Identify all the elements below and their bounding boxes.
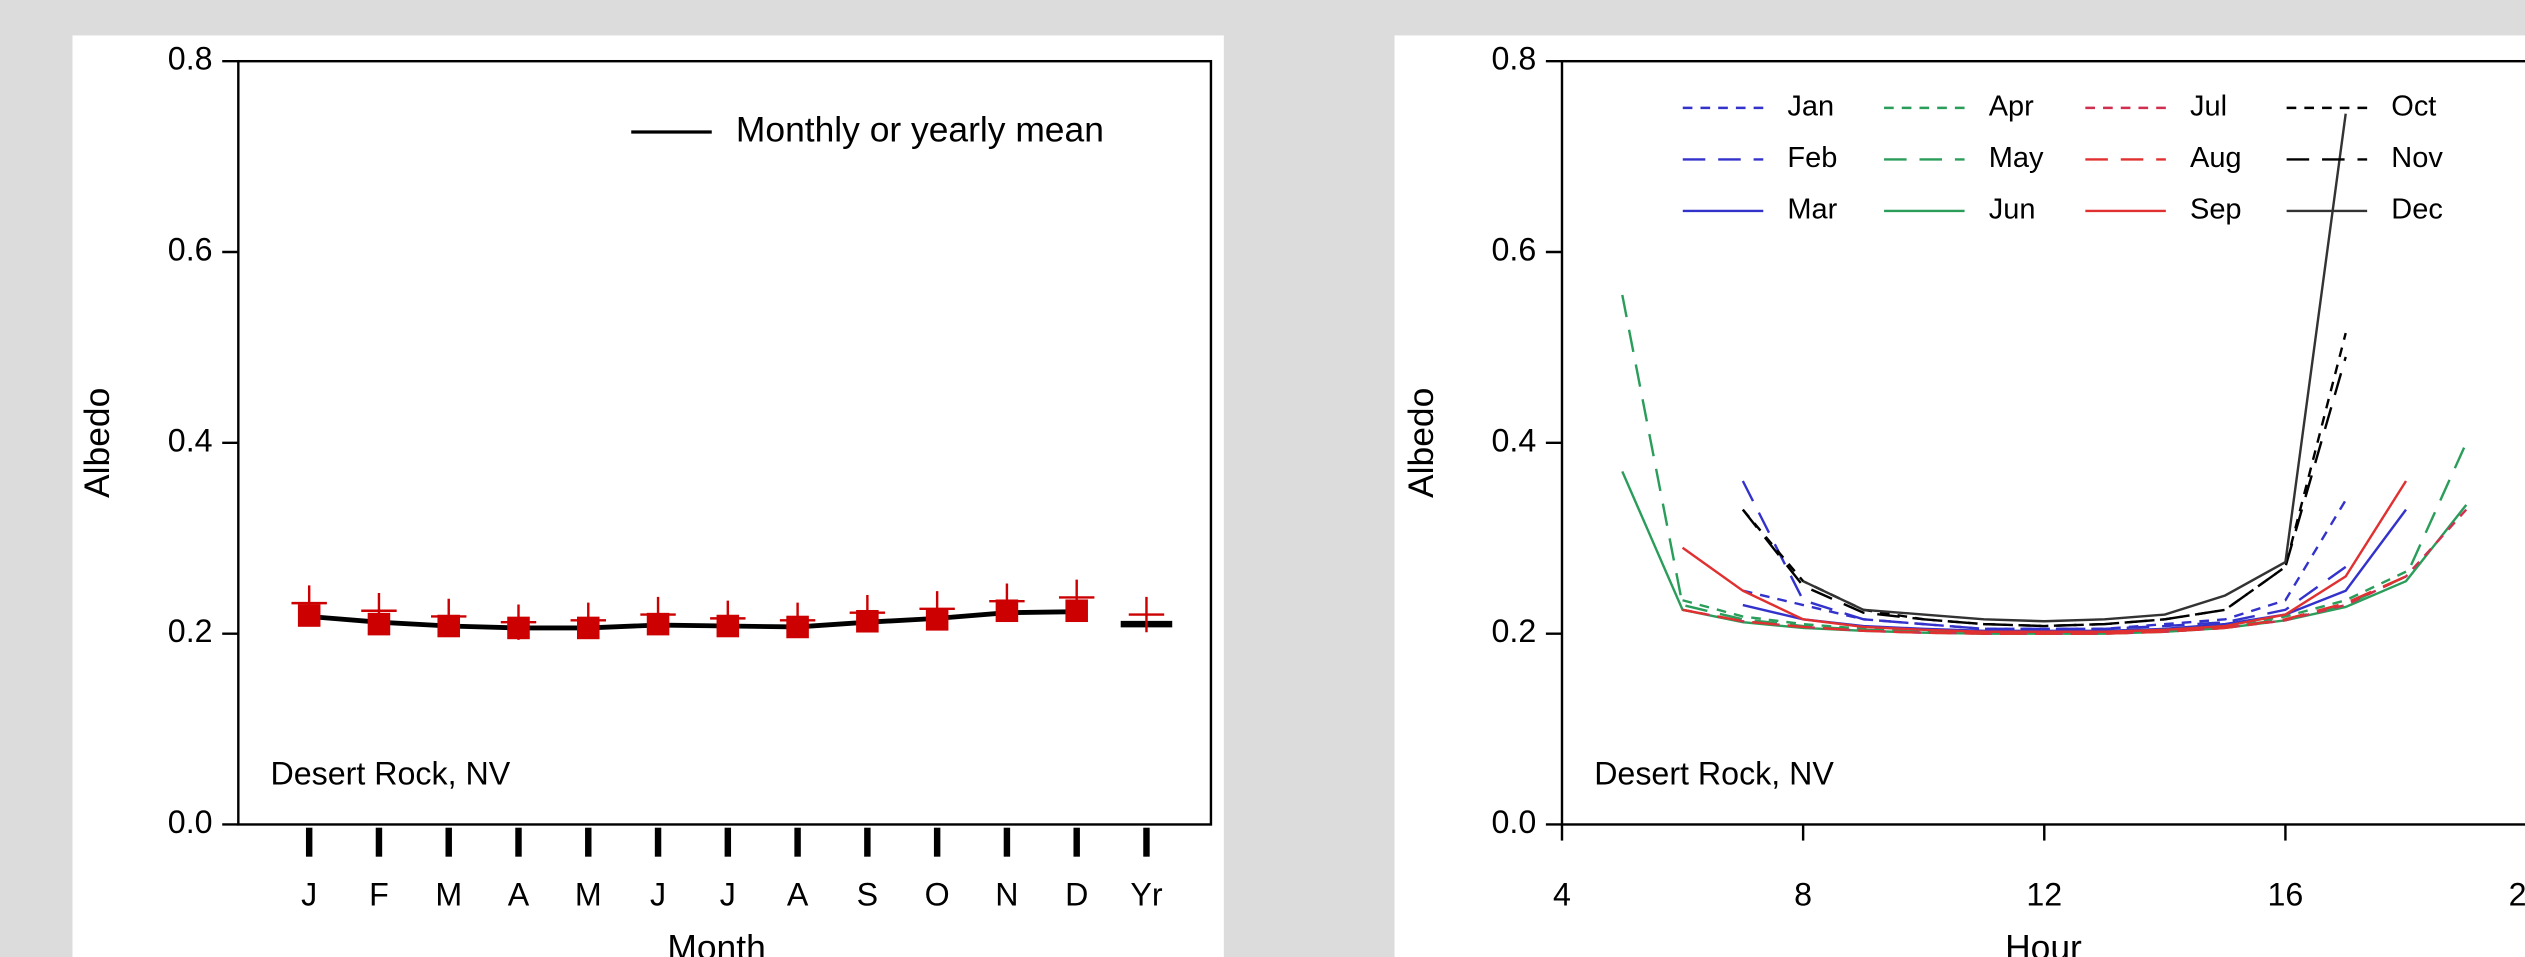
x-tick-label: N <box>995 876 1018 912</box>
series-line <box>1741 332 2347 628</box>
plus-marker <box>849 594 886 631</box>
legend-label: Monthly or yearly mean <box>736 109 1104 149</box>
x-tick-label: M <box>435 876 462 912</box>
plus-marker <box>989 583 1025 619</box>
series-line <box>1682 570 2407 633</box>
x-tick-label: 20 <box>2509 876 2525 912</box>
x-tick-label: J <box>301 876 317 912</box>
series-line <box>1741 356 2347 628</box>
y-axis-title: Albedo <box>1401 388 1441 498</box>
y-tick-label: 0.2 <box>1491 613 1536 649</box>
plus-marker <box>361 593 397 629</box>
plus-marker <box>1128 596 1165 633</box>
plus-marker <box>431 598 467 635</box>
legend-label: May <box>1989 142 2044 174</box>
x-tick-label: A <box>787 876 809 912</box>
legend-label: Feb <box>1787 142 1837 174</box>
series-line <box>1742 499 2347 631</box>
series-line <box>308 609 1077 631</box>
series-line <box>1741 480 2347 631</box>
legend-label: Mar <box>1787 194 1837 226</box>
plus-marker <box>500 604 537 640</box>
legend-label: Oct <box>2391 91 2436 123</box>
annotation: Desert Rock, NV <box>1594 756 1834 792</box>
y-tick-label: 0.2 <box>168 613 213 649</box>
panel <box>1394 35 2525 957</box>
y-tick-label: 0.8 <box>1491 41 1536 77</box>
series-line <box>1681 480 2408 633</box>
canvas: 0.0 0.2 0.4 0.6 0.8 J F M A M J J A S O N D Yr Month Albedo… <box>72 35 2525 957</box>
x-tick-label: M <box>575 876 602 912</box>
y-tick-label: 0.8 <box>168 41 213 77</box>
legend-label: Jul <box>2190 91 2227 123</box>
y-axis-title: Albedo <box>77 388 117 498</box>
legend-label: Dec <box>2391 194 2443 226</box>
y-tick-label: 0.4 <box>168 422 213 458</box>
x-tick-label: D <box>1065 876 1088 912</box>
y-tick-label: 0.4 <box>1491 422 1536 458</box>
x-tick-label: A <box>508 876 530 912</box>
y-tick-label: 0.0 <box>168 804 213 840</box>
series-line <box>1802 113 2347 623</box>
plus-marker <box>291 585 327 621</box>
y-tick-label: 0.0 <box>1491 804 1536 840</box>
x-tick-label: J <box>650 876 666 912</box>
x-tick-label: F <box>369 876 389 912</box>
x-tick-label: 16 <box>2268 876 2304 912</box>
y-tick-label: 0.6 <box>1491 232 1536 268</box>
x-axis-title: Month <box>667 927 765 957</box>
series-line <box>1682 575 2407 635</box>
annotation: Desert Rock, NV <box>271 756 511 792</box>
panel <box>72 35 1224 957</box>
plus-marker <box>1058 579 1095 616</box>
plus-marker <box>779 602 816 639</box>
legend-label: Nov <box>2391 142 2443 174</box>
legend-label: Aug <box>2190 142 2242 174</box>
legend-label: Apr <box>1989 91 2034 123</box>
x-tick-label: 8 <box>1794 876 1812 912</box>
legend-label: Jan <box>1787 91 1834 123</box>
plus-marker <box>570 602 606 639</box>
x-tick-label: S <box>857 876 878 912</box>
x-axis-title: Hour <box>2005 927 2082 957</box>
plus-marker <box>710 600 746 637</box>
x-tick-label: Yr <box>1130 876 1162 912</box>
y-tick-label: 0.6 <box>168 232 213 268</box>
plus-marker <box>640 596 676 633</box>
x-tick-label: O <box>925 876 950 912</box>
legend-label: Jun <box>1989 194 2036 226</box>
legend-label: Sep <box>2190 194 2242 226</box>
x-tick-label: 12 <box>2026 876 2062 912</box>
plus-marker <box>919 591 955 627</box>
x-tick-label: J <box>720 876 736 912</box>
x-tick-label: 4 <box>1553 876 1571 912</box>
